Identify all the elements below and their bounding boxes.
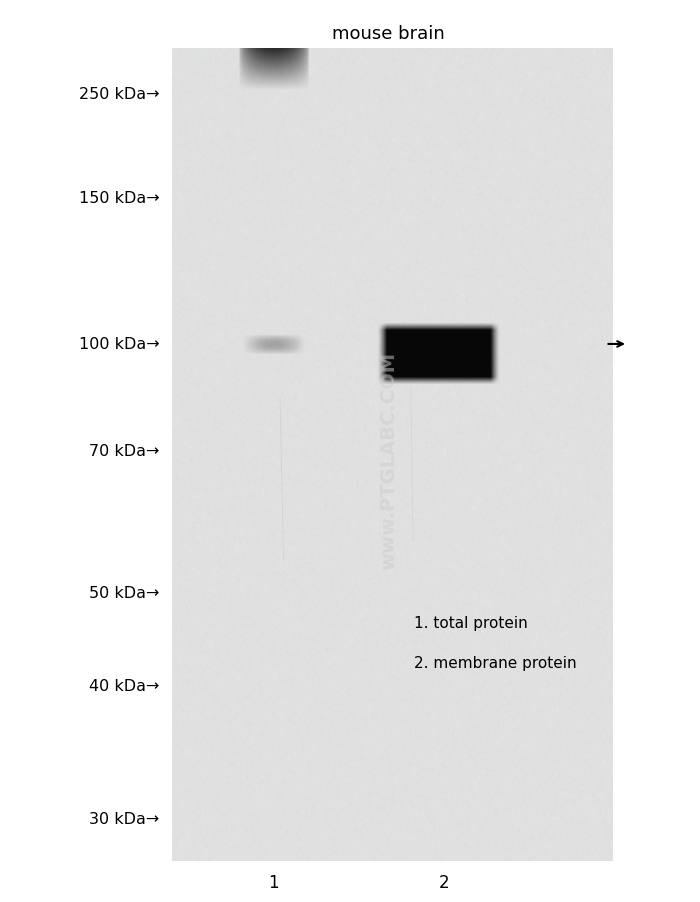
Text: 40 kDa→: 40 kDa→ <box>89 678 160 693</box>
Text: 50 kDa→: 50 kDa→ <box>89 585 160 600</box>
Text: 2. membrane protein: 2. membrane protein <box>414 656 577 670</box>
Text: www.PTGLABC.COM: www.PTGLABC.COM <box>379 351 398 569</box>
Text: 150 kDa→: 150 kDa→ <box>79 191 160 206</box>
Text: 1. total protein: 1. total protein <box>414 615 528 630</box>
Text: 100 kDa→: 100 kDa→ <box>79 337 160 352</box>
Text: 250 kDa→: 250 kDa→ <box>79 87 160 102</box>
Text: 1: 1 <box>267 873 279 891</box>
Text: 70 kDa→: 70 kDa→ <box>89 444 160 458</box>
Text: 2: 2 <box>439 873 450 891</box>
Text: mouse brain: mouse brain <box>332 25 445 43</box>
Text: 30 kDa→: 30 kDa→ <box>90 812 160 826</box>
